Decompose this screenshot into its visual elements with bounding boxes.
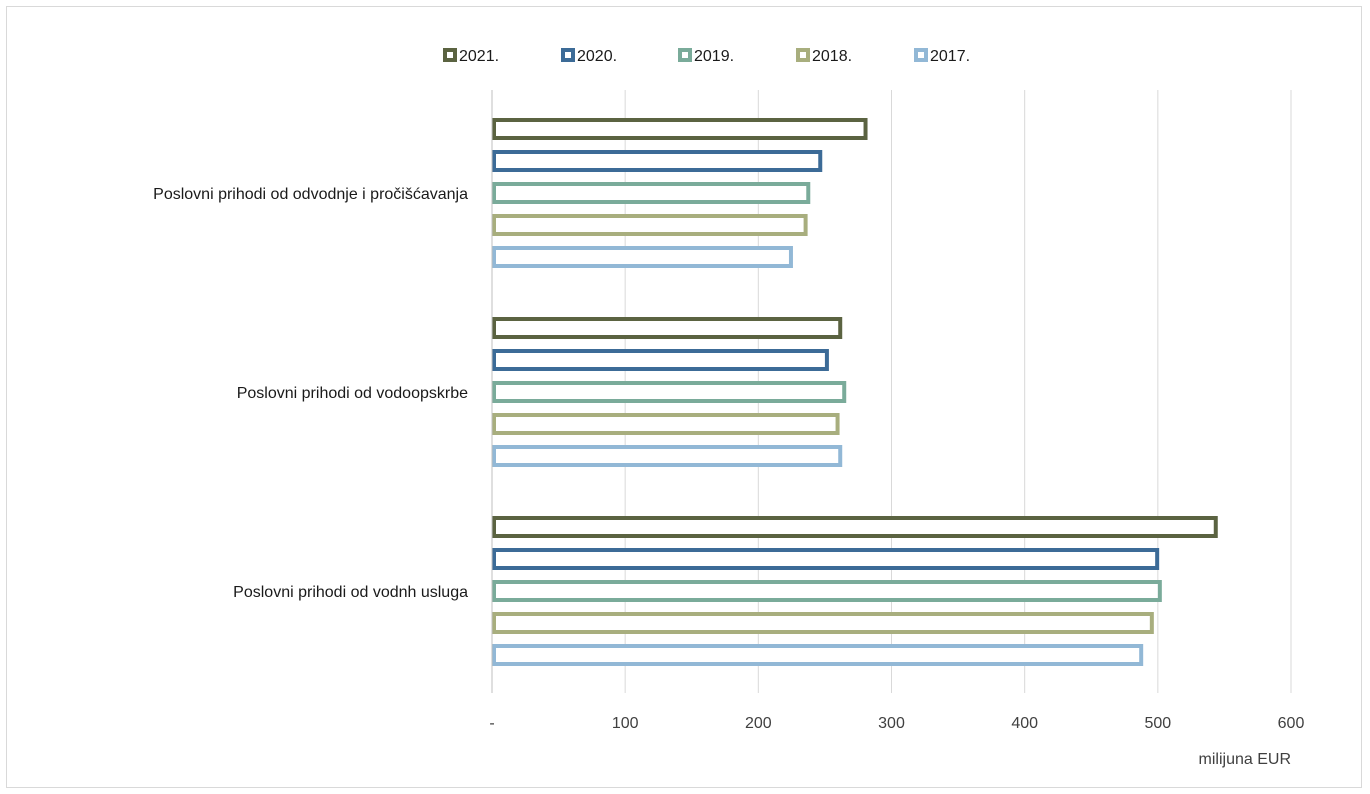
bar [492,118,868,140]
x-tick-label: 100 [612,715,639,732]
legend-label: 2021. [459,48,499,65]
legend: 2021. 2020. 2019. 2018. 2017. [443,48,970,65]
legend-label: 2017. [930,48,970,65]
legend-label: 2018. [812,48,852,65]
bar [492,246,793,268]
bar [492,445,843,467]
legend-swatch [914,48,928,62]
bar [492,644,1144,666]
bar [492,349,829,371]
bar-chart: - 100 200 300 400 500 600 Poslovni prihodi od o… [153,48,1304,768]
bar [492,516,1218,538]
bar [492,317,843,339]
x-tick-label: - [489,715,494,732]
legend-swatch [561,48,575,62]
legend-swatch [796,48,810,62]
legend-swatch [678,48,692,62]
x-tick-label: 600 [1278,715,1305,732]
bar [492,612,1154,634]
category-label: Poslovni prihodi od vodnh usluga [233,584,468,601]
x-tick-label: 200 [745,715,772,732]
x-axis-label: milijuna EUR [1199,751,1291,768]
category-label: Poslovni prihodi od odvodnje i pročišćav… [153,186,468,203]
x-tick-label: 500 [1144,715,1171,732]
bar [492,580,1162,602]
x-tick-label: 400 [1011,715,1038,732]
chart-frame: - 100 200 300 400 500 600 Poslovni prihodi od o… [6,6,1362,788]
legend-label: 2020. [577,48,617,65]
bar [492,214,808,236]
bar [492,150,823,172]
bar [492,182,811,204]
legend-swatch [443,48,457,62]
bar [492,381,847,403]
category-label: Poslovni prihodi od vodoopskrbe [237,385,468,402]
bars [492,118,1218,666]
x-tick-label: 300 [878,715,905,732]
legend-label: 2019. [694,48,734,65]
bar [492,548,1160,570]
bar [492,413,840,435]
axes: - 100 200 300 400 500 600 Poslovni prihodi od o… [153,90,1304,732]
